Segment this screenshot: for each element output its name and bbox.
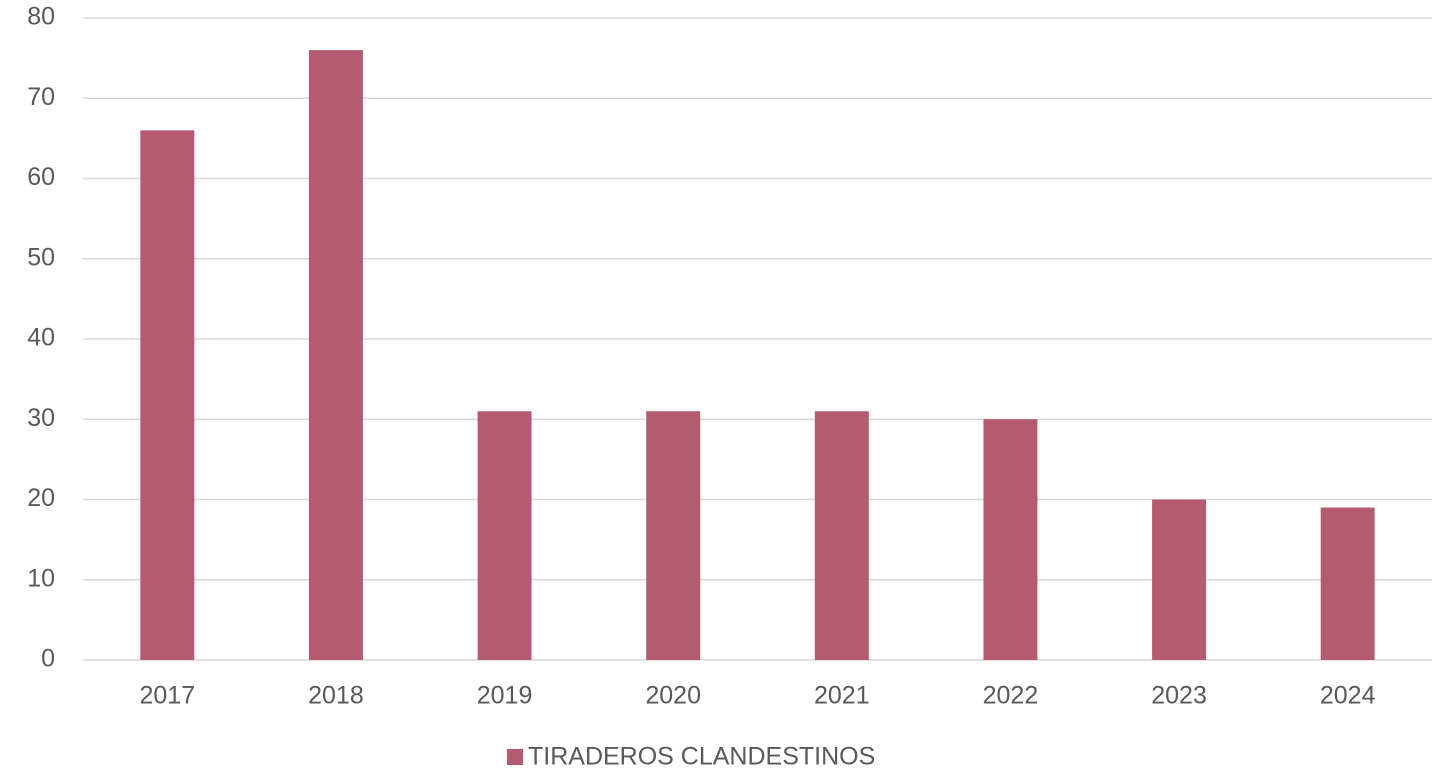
y-tick-label: 60 xyxy=(27,163,55,191)
x-tick-label: 2018 xyxy=(308,682,364,710)
x-tick-label: 2019 xyxy=(477,682,533,710)
bar xyxy=(983,419,1038,660)
x-tick-label: 2020 xyxy=(645,682,701,710)
y-tick-label: 40 xyxy=(27,324,55,352)
y-tick-label: 50 xyxy=(27,243,55,271)
x-tick-label: 2022 xyxy=(983,682,1039,710)
y-tick-label: 30 xyxy=(27,404,55,432)
bar xyxy=(140,130,195,661)
bar xyxy=(1320,507,1375,660)
y-tick-label: 80 xyxy=(27,3,55,31)
bar xyxy=(814,411,869,660)
bar xyxy=(1152,499,1207,660)
y-tick-label: 0 xyxy=(41,645,55,673)
x-tick-label: 2021 xyxy=(814,682,870,710)
y-tick-label: 10 xyxy=(27,564,55,592)
x-tick-label: 2023 xyxy=(1151,682,1207,710)
y-tick-label: 20 xyxy=(27,484,55,512)
x-tick-label: 2024 xyxy=(1320,682,1376,710)
y-tick-label: 70 xyxy=(27,83,55,111)
bar xyxy=(477,411,532,660)
legend-swatch xyxy=(507,749,523,765)
legend-label: TIRADEROS CLANDESTINOS xyxy=(528,743,875,771)
bar xyxy=(308,50,363,661)
bar xyxy=(646,411,701,660)
x-tick-label: 2017 xyxy=(140,682,196,710)
